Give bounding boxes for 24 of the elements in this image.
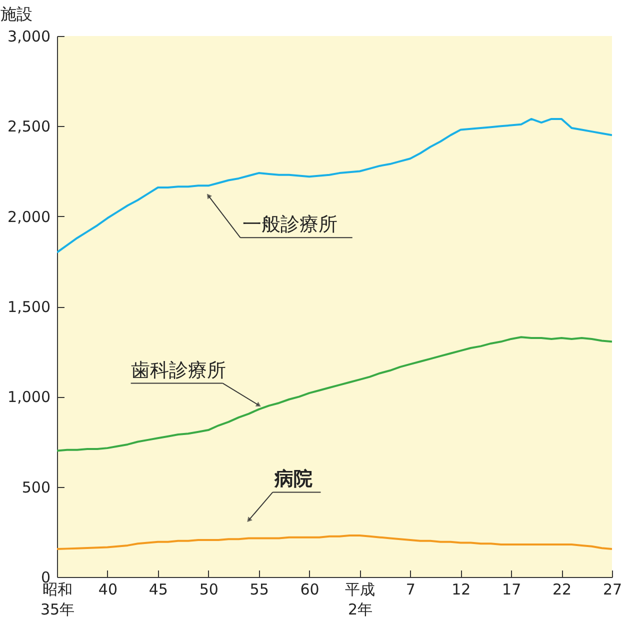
y-tick-label: 2,000 [8, 208, 50, 226]
x-tick-label: 45 [148, 580, 168, 598]
y-tick-label: 500 [22, 478, 50, 496]
x-tick-label: 12 [452, 580, 471, 598]
y-tick-label: 2,500 [8, 118, 50, 136]
y-axis-title: 施設 [0, 4, 32, 24]
line-series [57, 118, 612, 254]
x-tick-label: 22 [552, 580, 572, 598]
x-tick-label: 55 [250, 580, 269, 598]
y-tick-label: 3,000 [8, 28, 50, 46]
x-tick-label: 平成 2年 [345, 580, 376, 618]
x-tick-label: 17 [502, 580, 522, 598]
x-tick-label: 50 [199, 580, 218, 598]
x-tick-label: 7 [406, 580, 416, 598]
x-tick-label: 27 [602, 580, 622, 598]
line-series [57, 336, 612, 452]
x-tick-label: 40 [98, 580, 118, 598]
text: 病院 [274, 468, 313, 490]
x-tick-label: 60 [300, 580, 320, 598]
y-tick-label: 1,500 [8, 298, 50, 316]
series-label: 一般診療所 [242, 214, 338, 236]
y-tick-label: 1,000 [8, 388, 50, 406]
text: 歯科診療所 [130, 359, 226, 382]
line-series [57, 534, 612, 550]
